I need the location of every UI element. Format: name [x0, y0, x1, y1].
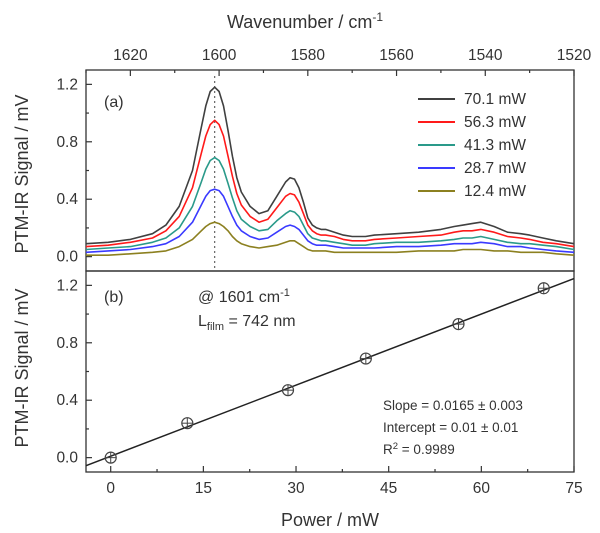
top-axis-title: Wavenumber / cm-1	[227, 10, 383, 32]
top-xtick-label: 1580	[291, 47, 326, 64]
panel-b-label: (b)	[104, 289, 124, 306]
panel-a-label: (a)	[104, 94, 124, 111]
panel-a-ytick-label: 0.4	[56, 191, 78, 208]
panel-b-ytick-label: 0.4	[56, 392, 78, 409]
bottom-xtick-label: 0	[106, 480, 115, 497]
top-xtick-label: 1520	[557, 47, 592, 64]
bottom-xtick-label: 75	[565, 480, 582, 497]
spectra-group	[85, 86, 575, 256]
panel-a-ytick-label: 0.8	[56, 134, 78, 151]
bottom-xtick-label: 60	[473, 480, 491, 497]
panel-a-ylabel: PTM-IR Signal / mV	[12, 94, 32, 253]
panel-a-axes: 1620 1600 1580 1560 1540 1520 0.0 0.4 0.8 1.2	[56, 47, 591, 266]
legend-label: 12.4 mW	[464, 183, 526, 200]
panel-b-ytick-label: 0.8	[56, 335, 78, 352]
panel-a-ytick-label: 0.0	[56, 249, 78, 266]
panel-b-ytick-label: 0.0	[56, 450, 78, 467]
fit-intercept-text: Intercept = 0.01 ± 0.01	[383, 420, 518, 435]
fit-slope-text: Slope = 0.0165 ± 0.003	[383, 398, 523, 413]
bottom-xtick-label: 15	[195, 480, 212, 497]
spectrum-line	[86, 221, 575, 256]
data-point	[537, 282, 550, 295]
data-point	[281, 384, 295, 397]
spectrum-line	[85, 188, 575, 254]
top-xtick-label: 1600	[202, 47, 237, 64]
points-group	[104, 282, 550, 464]
spectrum-line	[85, 156, 575, 251]
top-xtick-label: 1560	[379, 47, 414, 64]
spectrum-line	[85, 119, 575, 248]
panel-b-ytick-label: 1.2	[56, 277, 78, 294]
spectrum-line	[85, 86, 575, 245]
film-thickness-annotation: Lfilm = 742 nm	[198, 313, 296, 333]
top-xtick-label: 1540	[468, 47, 503, 64]
legend-label: 70.1 mW	[464, 91, 526, 108]
fit-r2-text: R2 = 0.9989	[383, 441, 455, 457]
panel-b-ylabel: PTM-IR Signal / mV	[12, 288, 32, 447]
legend: 70.1 mW 56.3 mW 41.3 mW 28.7 mW 12.4 mW	[418, 91, 526, 200]
bottom-axis-title: Power / mW	[281, 510, 379, 530]
data-point	[104, 451, 117, 464]
top-xtick-label: 1620	[113, 47, 148, 64]
legend-label: 56.3 mW	[464, 114, 526, 131]
panel-a-ytick-label: 1.2	[56, 76, 78, 93]
bottom-xtick-label: 45	[380, 480, 397, 497]
bottom-xtick-label: 30	[287, 480, 305, 497]
fit-line-group	[85, 277, 575, 467]
legend-label: 41.3 mW	[464, 137, 526, 154]
data-point	[452, 318, 465, 331]
data-point	[181, 417, 194, 430]
wavenumber-annotation: @ 1601 cm-1	[198, 287, 290, 306]
legend-label: 28.7 mW	[464, 160, 526, 177]
fit-line	[85, 277, 575, 467]
data-point	[359, 352, 372, 365]
panel-b-axes: 0 15 30 45 60 75 0.0 0.4 0.8 1.2	[56, 277, 582, 497]
